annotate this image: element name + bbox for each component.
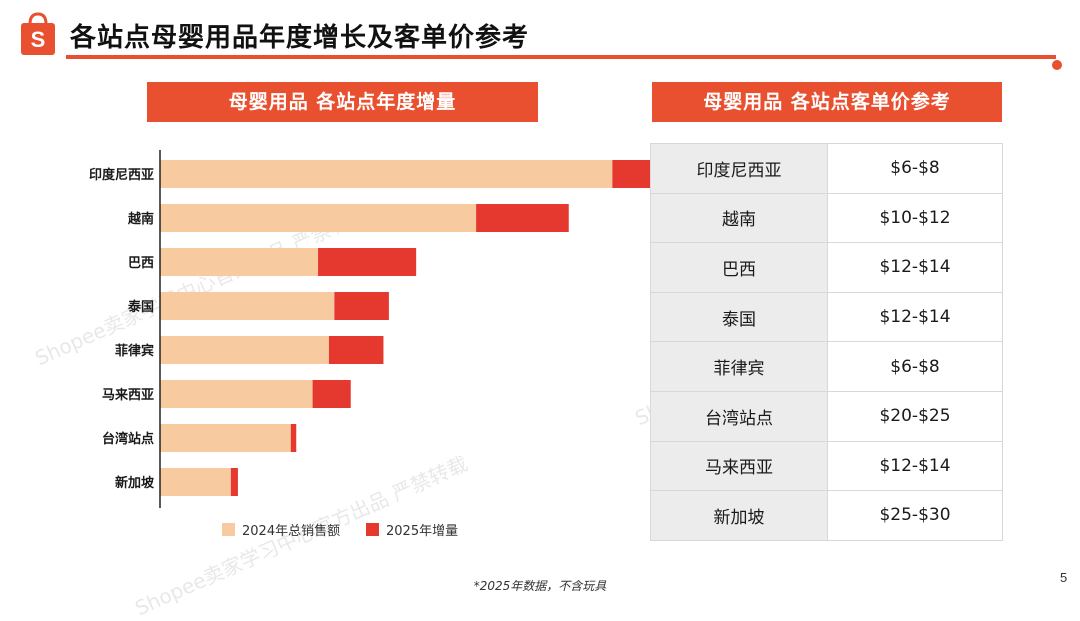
price-cell: $20-$25 — [827, 390, 1003, 442]
bar-2024-sales — [160, 336, 329, 364]
bar-2025-increment — [318, 248, 417, 276]
bar-2024-sales — [160, 292, 335, 320]
price-cell: $12-$14 — [827, 440, 1003, 492]
logo-glyph: S — [31, 27, 46, 52]
category-label: 新加坡 — [115, 475, 155, 491]
price-cell: $12-$14 — [827, 242, 1003, 293]
category-label: 台湾站点 — [102, 431, 154, 447]
title-divider — [66, 55, 1056, 59]
footnote: *2025年数据，不含玩具 — [473, 579, 607, 593]
price-cell: $10-$12 — [827, 192, 1003, 244]
site-cell: 巴西 — [650, 242, 828, 293]
price-cell: $25-$30 — [827, 490, 1003, 541]
legend-swatch — [366, 523, 379, 536]
category-label: 菲律宾 — [115, 343, 154, 359]
price-reference-table: 印度尼西亚 $6-$8 越南 $10-$12 巴西 $12-$14 泰国 $12-$14 菲律宾… — [650, 143, 1003, 541]
bar-2024-sales — [160, 424, 291, 452]
bar-2024-sales — [160, 160, 613, 188]
price-cell: $6-$8 — [827, 341, 1003, 392]
legend-label: 2024年总销售额 — [242, 523, 340, 539]
title-divider-dot — [1052, 60, 1062, 70]
bar-2025-increment — [334, 292, 389, 320]
bar-2025-increment — [290, 424, 297, 452]
table-row: 印度尼西亚 $6-$8 — [650, 143, 1003, 194]
page-number: 5 — [1060, 570, 1068, 585]
category-label: 泰国 — [127, 299, 154, 315]
page-title: 各站点母婴用品年度增长及客单价参考 — [70, 23, 530, 53]
table-row: 马来西亚 $12-$14 — [650, 440, 1003, 492]
table-row: 越南 $10-$12 — [650, 192, 1003, 244]
chart-banner: 母婴用品 各站点年度增量 — [147, 82, 538, 122]
bar-2024-sales — [160, 248, 319, 276]
category-label: 印度尼西亚 — [89, 167, 154, 183]
table-row: 新加坡 $25-$30 — [650, 490, 1003, 541]
table-row: 台湾站点 $20-$25 — [650, 390, 1003, 442]
site-cell: 印度尼西亚 — [650, 143, 828, 194]
site-cell: 越南 — [650, 192, 828, 244]
legend-label: 2025年增量 — [386, 524, 458, 539]
category-label: 马来西亚 — [102, 387, 154, 403]
price-cell: $12-$14 — [827, 291, 1003, 343]
shopee-bag-icon: S — [21, 12, 55, 55]
bar-2024-sales — [160, 468, 231, 496]
bar-2025-increment — [476, 204, 569, 232]
price-cell: $6-$8 — [827, 143, 1003, 194]
table-row: 菲律宾 $6-$8 — [650, 341, 1003, 392]
site-cell: 台湾站点 — [650, 390, 828, 442]
bar-2024-sales — [160, 204, 477, 232]
site-cell: 菲律宾 — [650, 341, 828, 392]
table-banner: 母婴用品 各站点客单价参考 — [652, 82, 1002, 122]
site-cell: 泰国 — [650, 291, 828, 343]
bar-2025-increment — [312, 380, 351, 408]
site-cell: 新加坡 — [650, 490, 828, 541]
table-row: 泰国 $12-$14 — [650, 291, 1003, 343]
bar-2025-increment — [230, 468, 238, 496]
site-cell: 马来西亚 — [650, 440, 828, 492]
bar-2024-sales — [160, 380, 313, 408]
bar-2025-increment — [328, 336, 384, 364]
table-row: 巴西 $12-$14 — [650, 242, 1003, 293]
category-label: 巴西 — [128, 256, 154, 271]
category-label: 越南 — [127, 211, 154, 227]
legend-swatch — [222, 523, 235, 536]
